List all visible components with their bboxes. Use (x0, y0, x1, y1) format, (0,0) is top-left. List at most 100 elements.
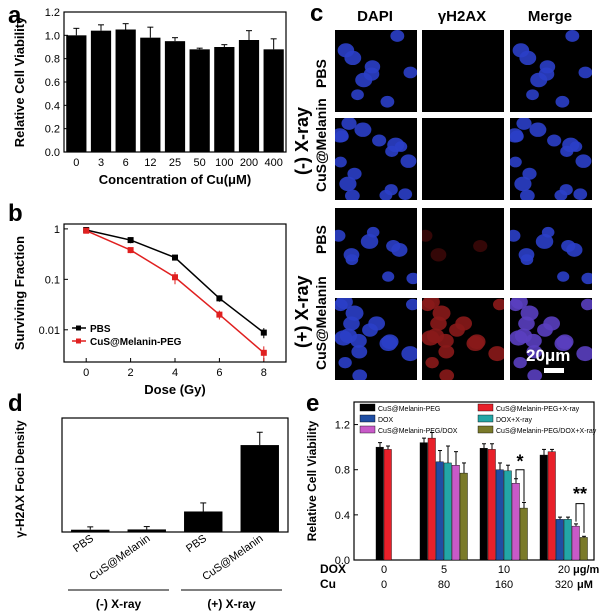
micrograph-cells (508, 294, 595, 382)
micrograph-pbs-xray-merge (506, 208, 595, 290)
group-label: (+) X-ray (207, 597, 256, 611)
cell-nucleus (514, 176, 532, 192)
panel-letter-c: c (310, 0, 324, 27)
group-label-plus-xray: (+) X-ray (292, 275, 312, 348)
y-tick-label: 0.0 (45, 147, 60, 159)
cell-nucleus (418, 229, 433, 242)
significance-bracket (515, 469, 525, 502)
micrograph-cells (420, 294, 507, 382)
bar (66, 35, 87, 153)
legend-label: CuS@Melanin-PEG (90, 337, 182, 348)
bar (427, 437, 436, 561)
legend-label: CuS@Melanin-PEG/DOX+X-ray (496, 428, 597, 435)
cell-nucleus (576, 346, 594, 362)
cell-nucleus (541, 226, 555, 238)
cell-nucleus (400, 154, 417, 168)
dox-value: 5 (441, 564, 447, 576)
cell-nucleus (380, 95, 395, 108)
micrograph-cus-no-xray-dapi (331, 116, 417, 203)
micrograph-cells (331, 226, 420, 285)
bar (539, 454, 548, 561)
cell-nucleus (382, 271, 395, 282)
cell-nucleus (526, 89, 539, 101)
bar (495, 469, 504, 561)
cell-nucleus (344, 50, 362, 66)
cell-nucleus (573, 188, 588, 201)
legend-marker (76, 338, 81, 344)
legend-label: DOX+X-ray (496, 417, 532, 424)
y-tick-label: 0.0 (335, 555, 350, 567)
data-point (127, 237, 134, 244)
bar (238, 40, 260, 152)
cell-nucleus (331, 128, 349, 143)
cell-nucleus (347, 167, 362, 180)
x-tick-label: 50 (194, 157, 206, 169)
cell-nucleus (338, 357, 352, 369)
cell-nucleus (406, 272, 420, 285)
legend-label: CuS@Melanin-PEG/DOX (378, 428, 458, 435)
micrograph-cells (337, 30, 418, 108)
y-tick-label: 0.8 (335, 465, 350, 477)
bar (127, 529, 166, 532)
cell-nucleus (345, 305, 364, 321)
cell-nucleus (526, 345, 543, 359)
series-line-1 (85, 230, 265, 354)
cell-nucleus (466, 335, 485, 352)
bar (555, 519, 564, 561)
bar (547, 451, 556, 561)
legend-label: CuS@Melanin-PEG (378, 406, 440, 413)
y-tick-label: 1.0 (45, 30, 60, 42)
group-label-minus-xray: (-) X-ray (292, 106, 312, 175)
cell-nucleus (384, 184, 398, 196)
bar (184, 511, 223, 532)
bar (263, 49, 284, 153)
cell-nucleus (518, 248, 535, 262)
bar (479, 448, 488, 561)
y-axis-label: γ-H2AX Foci Density (13, 420, 27, 538)
cell-nucleus (432, 305, 451, 321)
x-tick-label: 100 (215, 157, 233, 169)
legend-label: PBS (90, 324, 111, 335)
bar (240, 445, 279, 532)
micrograph-cells (422, 30, 504, 112)
cell-nucleus (527, 369, 543, 382)
cell-nucleus (351, 89, 364, 101)
cell-nucleus (401, 346, 419, 362)
significance-marker: ** (573, 484, 587, 504)
micrograph-pbs-no-xray-dapi (335, 30, 418, 112)
x-tick-label: 12 (144, 157, 156, 169)
cell-nucleus (391, 243, 408, 257)
cell-nucleus (566, 243, 583, 257)
y-tick-label: 0.1 (45, 274, 60, 286)
bar (511, 483, 520, 561)
cell-nucleus (554, 335, 573, 352)
cell-nucleus (547, 134, 562, 147)
bar (419, 442, 428, 561)
cell-nucleus (350, 333, 367, 348)
cell-nucleus (379, 335, 398, 352)
cell-nucleus (425, 357, 439, 369)
x-tick-label: 3 (98, 157, 104, 169)
panel-letter-d: d (8, 390, 23, 417)
bar (519, 507, 528, 561)
data-point (172, 254, 178, 261)
y-axis-label: Surviving Fraction (12, 236, 27, 350)
x-axis-label: Dose (Gy) (144, 382, 205, 397)
cell-nucleus (488, 346, 506, 362)
dox-value: 20 (558, 564, 570, 576)
micrograph-cells (506, 226, 595, 285)
group-label: (-) X-ray (96, 597, 142, 611)
cell-nucleus (508, 298, 523, 312)
cu-value: 0 (381, 579, 387, 591)
data-point (83, 227, 90, 234)
bar (563, 519, 572, 561)
row-label-pbs-1: PBS (313, 59, 329, 88)
cell-nucleus (406, 298, 420, 311)
legend-swatch (359, 403, 376, 412)
row-label-cu: Cu (320, 577, 336, 591)
significance-bracket (575, 503, 585, 533)
y-tick-label: 1.2 (335, 420, 350, 432)
plot-frame (353, 401, 595, 561)
bar (214, 47, 235, 152)
